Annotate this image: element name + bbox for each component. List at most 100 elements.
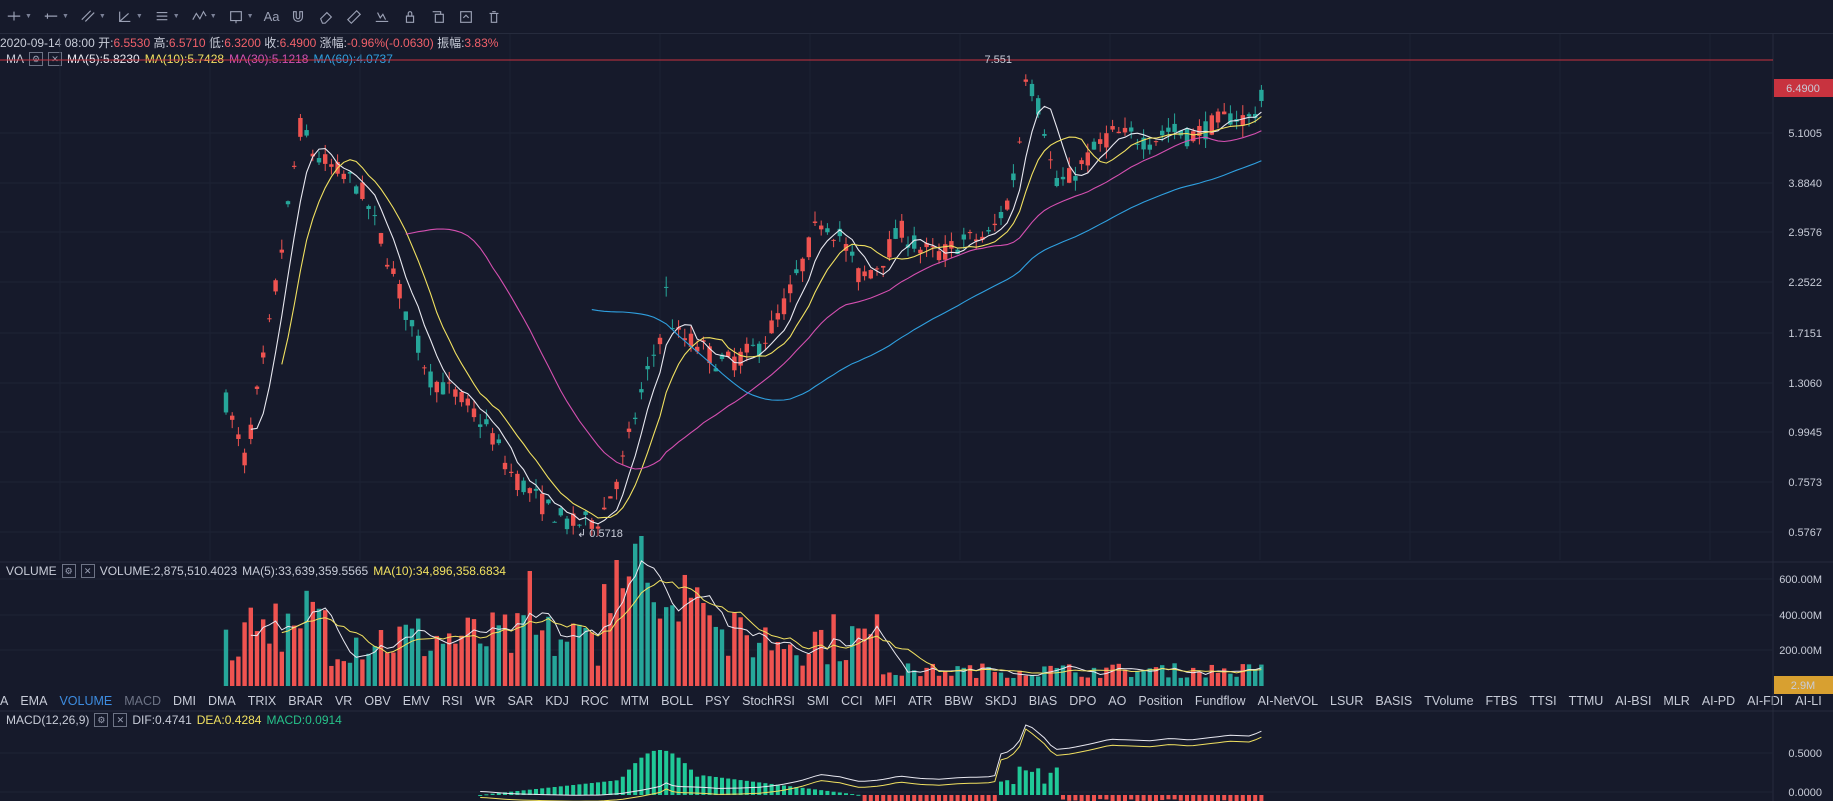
indicator-tab-ftbs[interactable]: FTBS (1485, 694, 1518, 708)
candle-body (862, 271, 867, 277)
macd-histogram-bar (1123, 795, 1127, 801)
price-axis-label: 2.9576 (1788, 227, 1822, 239)
volume-bar (496, 625, 501, 686)
indicator-tab-mtm[interactable]: MTM (620, 694, 650, 708)
indicator-tab-wr[interactable]: WR (474, 694, 496, 708)
copy-tool-button[interactable] (424, 0, 452, 33)
wave-pattern-tool-button[interactable]: ▼ (185, 0, 222, 33)
settings-icon[interactable]: ⚙ (94, 713, 109, 727)
indicator-tab-position[interactable]: Position (1138, 694, 1183, 708)
eraser-tool-button[interactable] (312, 0, 340, 33)
volume-bar (837, 661, 842, 686)
macd-histogram-bar (980, 795, 985, 801)
volume-legend-name: VOLUME (6, 564, 57, 578)
candle-body (1067, 168, 1072, 183)
candle-body (1054, 177, 1059, 186)
indicator-tab-obv[interactable]: OBV (364, 694, 391, 708)
volume-bar (323, 610, 328, 686)
indicator-tab-roc[interactable]: ROC (580, 694, 609, 708)
angle-line-tool-button[interactable]: ▼ (111, 0, 148, 33)
measure-tool-button[interactable] (368, 0, 396, 33)
indicator-tab-emv[interactable]: EMV (402, 694, 430, 708)
indicator-tab-ai-li[interactable]: AI-LI (1795, 694, 1822, 708)
indicator-tab-dpo[interactable]: DPO (1069, 694, 1097, 708)
macd-legend-name: MACD(12,26,9) (6, 713, 90, 727)
indicator-tab-ai-fdi[interactable]: AI-FDI (1747, 694, 1784, 708)
candle-body (670, 328, 675, 330)
close-icon[interactable]: ✕ (113, 713, 128, 727)
indicator-tab-macd[interactable]: MACD (124, 694, 162, 708)
volume-bar (1178, 677, 1183, 686)
indicator-tab-psy[interactable]: PSY (705, 694, 731, 708)
volume-bar (490, 612, 495, 686)
indicator-tab-ai-netvol[interactable]: AI-NetVOL (1257, 694, 1319, 708)
indicator-tab-mlr[interactable]: MLR (1663, 694, 1690, 708)
indicator-tab-kdj[interactable]: KDJ (545, 694, 569, 708)
indicator-tab-bbw[interactable]: BBW (944, 694, 973, 708)
indicator-tab-dmi[interactable]: DMI (173, 694, 196, 708)
screenshot-tool-button[interactable] (452, 0, 480, 33)
indicator-tab-stochrsi[interactable]: StochRSI (742, 694, 795, 708)
indicator-tab-a[interactable]: A (0, 694, 9, 708)
indicator-tab-ai-bsi[interactable]: AI-BSI (1615, 694, 1652, 708)
indicator-tab-mfi[interactable]: MFI (874, 694, 897, 708)
indicator-tab-vr[interactable]: VR (334, 694, 353, 708)
magnet-tool-button[interactable] (284, 0, 312, 33)
macd-histogram-bar (589, 783, 594, 795)
indicator-tab-tvolume[interactable]: TVolume (1424, 694, 1474, 708)
macd-histogram-bar (955, 795, 960, 801)
candle-body (1005, 200, 1010, 210)
candle-body (310, 153, 315, 157)
crosshair-line-tool-button[interactable]: ▼ (0, 0, 37, 33)
volume-bar (409, 628, 415, 686)
chevron-down-icon: ▼ (209, 13, 217, 20)
volume-bar (1240, 664, 1245, 686)
candle-body (775, 313, 780, 320)
indicator-tab-brar[interactable]: BRAR (288, 694, 323, 708)
rectangle-frame-tool-button[interactable]: ▼ (222, 0, 259, 33)
settings-icon[interactable]: ⚙ (61, 564, 76, 578)
indicator-tab-bias[interactable]: BIAS (1028, 694, 1058, 708)
indicator-tab-ttsi[interactable]: TTSI (1529, 694, 1557, 708)
ruler-tool-button[interactable] (340, 0, 368, 33)
indicator-tab-boll[interactable]: BOLL (661, 694, 694, 708)
candle-body (874, 268, 880, 270)
indicator-tab-volume[interactable]: VOLUME (59, 694, 113, 708)
volume-bar (912, 670, 917, 686)
indicator-tab-rsi[interactable]: RSI (441, 694, 463, 708)
indicator-tab-basis[interactable]: BASIS (1375, 694, 1413, 708)
indicator-tab-smi[interactable]: SMI (806, 694, 830, 708)
price-axis-label: 3.8840 (1788, 178, 1822, 190)
close-icon[interactable]: ✕ (48, 52, 62, 66)
indicator-tab-dma[interactable]: DMA (207, 694, 236, 708)
candle-body (403, 311, 408, 320)
indicator-tab-cci[interactable]: CCI (841, 694, 863, 708)
horizontal-line-tool-button[interactable]: ▼ (37, 0, 74, 33)
close-icon[interactable]: ✕ (80, 564, 95, 578)
indicator-tab-lsur[interactable]: LSUR (1330, 694, 1364, 708)
indicator-tab-ttmu[interactable]: TTMU (1568, 694, 1604, 708)
indicator-tab-trix[interactable]: TRIX (247, 694, 277, 708)
candle-body (651, 354, 656, 356)
candle-body (664, 286, 669, 288)
fibonacci-tool-button[interactable]: ▼ (148, 0, 185, 33)
parallel-lines-tool-button[interactable]: ▼ (74, 0, 111, 33)
volume-bar (695, 587, 700, 686)
candle-body (1153, 141, 1159, 143)
indicator-tab-atr[interactable]: ATR (908, 694, 933, 708)
settings-icon[interactable]: ⚙ (29, 52, 43, 66)
indicator-tab-fundflow[interactable]: Fundflow (1194, 694, 1246, 708)
volume-bar (856, 628, 861, 686)
indicator-tab-skdj[interactable]: SKDJ (984, 694, 1017, 708)
indicator-tab-ao[interactable]: AO (1108, 694, 1127, 708)
indicator-tab-sar[interactable]: SAR (507, 694, 534, 708)
trash-tool-button[interactable] (480, 0, 508, 33)
indicator-tab-ai-pd[interactable]: AI-PD (1701, 694, 1736, 708)
macd-histogram-bar (496, 792, 501, 795)
macd-histogram-bar (720, 777, 724, 795)
text-tool-tool-button[interactable]: Aa (259, 0, 285, 33)
lock-tool-button[interactable] (396, 0, 424, 33)
macd-histogram-bar (1036, 768, 1041, 795)
indicator-tab-ema[interactable]: EMA (20, 694, 48, 708)
